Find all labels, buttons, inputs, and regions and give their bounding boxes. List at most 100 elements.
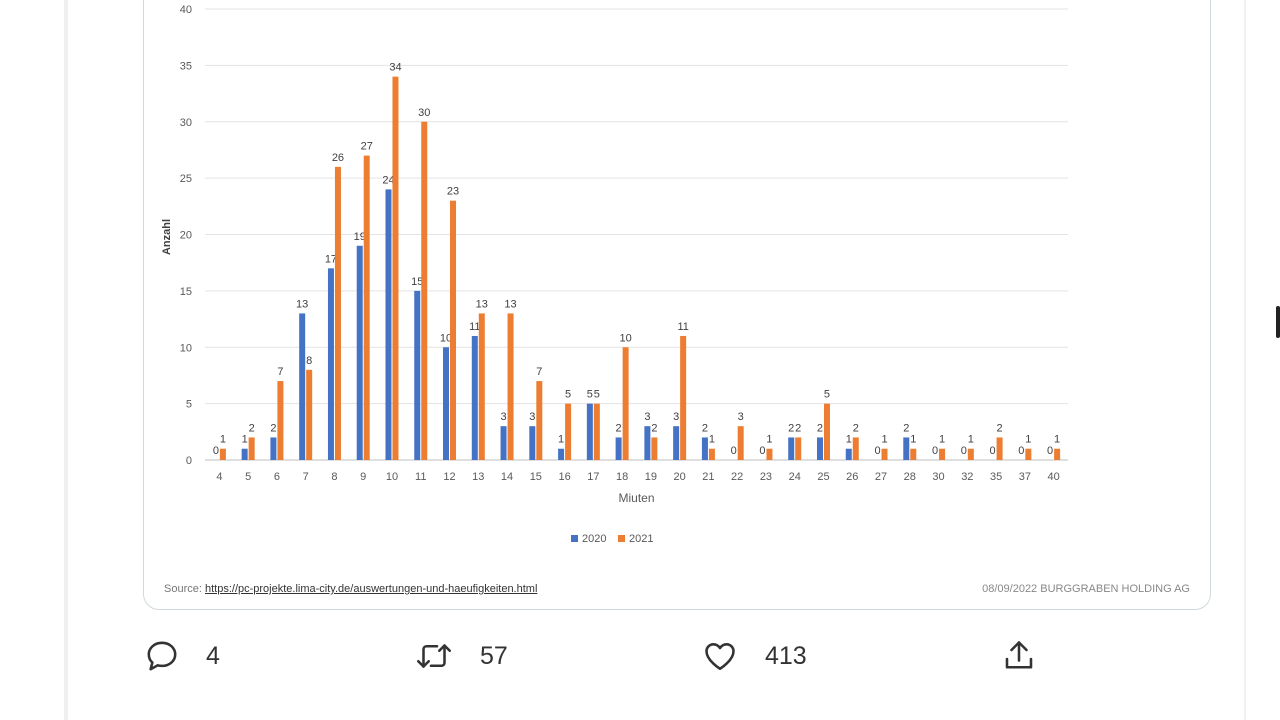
- y-tick-label: 20: [180, 230, 192, 242]
- x-tick-label: 13: [472, 471, 484, 483]
- data-label: 2: [817, 422, 823, 434]
- bar-2020: [701, 437, 708, 460]
- bar-2021: [967, 448, 974, 460]
- data-label: 2: [249, 422, 255, 434]
- x-tick-label: 22: [731, 471, 743, 483]
- bar-2021: [450, 200, 457, 461]
- data-label: 1: [220, 434, 226, 446]
- data-label: 2: [903, 422, 909, 434]
- bar-2020: [471, 335, 478, 460]
- x-tick-label: 21: [702, 471, 714, 483]
- legend-label: 2021: [629, 533, 653, 545]
- bar-2020: [270, 437, 277, 460]
- bar-2020: [500, 426, 507, 460]
- x-tick-label: 11: [415, 471, 426, 483]
- like-button[interactable]: 413: [701, 638, 807, 674]
- x-tick-label: 17: [587, 471, 599, 483]
- data-label: 1: [881, 434, 887, 446]
- data-label: 23: [447, 186, 459, 198]
- bar-2020: [385, 189, 392, 460]
- bar-2021: [1025, 448, 1032, 460]
- data-label: 1: [1025, 434, 1031, 446]
- y-tick-label: 35: [180, 60, 192, 72]
- x-axis-label: Miuten: [618, 491, 654, 505]
- heart-icon: [705, 643, 735, 671]
- data-label: 0: [1047, 445, 1053, 457]
- bar-2021: [392, 76, 399, 461]
- bar-2020: [788, 437, 795, 460]
- x-tick-label: 26: [846, 471, 858, 483]
- x-tick-label: 4: [216, 471, 222, 483]
- data-label: 30: [418, 107, 430, 119]
- x-tick-label: 27: [875, 471, 887, 483]
- y-tick-label: 5: [186, 399, 192, 411]
- data-label: 3: [673, 411, 679, 423]
- x-tick-label: 23: [760, 471, 772, 483]
- data-label: 19: [354, 231, 366, 243]
- x-tick-label: 7: [303, 471, 309, 483]
- x-tick-label: 20: [674, 471, 686, 483]
- retweet-button[interactable]: 57: [414, 638, 508, 674]
- timeline-border-right: [1244, 0, 1246, 720]
- bar-2020: [356, 245, 363, 460]
- x-tick-label: 35: [990, 471, 1002, 483]
- tweet-media-card[interactable]: 0 5 10 15 20 25 30 35 40 Anzahl 4 0 1 5 1 2 6 2 7 7 13 8 8 17 26…: [143, 0, 1211, 610]
- bar-2021: [421, 121, 428, 460]
- tweet-actions: 4 57 413: [0, 630, 1280, 690]
- bar-2021: [939, 448, 946, 460]
- x-tick-label: 18: [616, 471, 628, 483]
- scrollbar-thumb[interactable]: [1276, 306, 1280, 338]
- bar-2021: [852, 437, 859, 460]
- data-label: 1: [709, 434, 715, 446]
- bar-2020: [529, 426, 536, 460]
- source-link[interactable]: https://pc-projekte.lima-city.de/auswert…: [204, 583, 538, 595]
- data-label: 8: [306, 355, 312, 367]
- bar-2021: [306, 369, 313, 460]
- legend-swatch-2020: [571, 535, 578, 542]
- bar-2020: [845, 448, 852, 460]
- bar-2021: [536, 381, 543, 460]
- x-tick-label: 15: [530, 471, 542, 483]
- reply-button[interactable]: 4: [144, 638, 220, 674]
- y-tick-label: 0: [186, 455, 192, 467]
- data-label: 1: [1054, 434, 1060, 446]
- data-label: 2: [788, 422, 794, 434]
- x-tick-label: 24: [789, 471, 801, 483]
- bar-2020: [615, 437, 622, 460]
- y-axis-label: Anzahl: [161, 219, 173, 255]
- x-tick-label: 10: [386, 471, 398, 483]
- bar-2020: [327, 268, 334, 460]
- bar-2021: [363, 155, 370, 460]
- bar-2021: [737, 426, 744, 460]
- data-label: 13: [476, 298, 488, 310]
- data-label: 11: [677, 321, 688, 333]
- data-label: 1: [558, 434, 564, 446]
- data-label: 3: [738, 411, 744, 423]
- like-count: 413: [765, 641, 807, 670]
- share-button[interactable]: [1001, 638, 1037, 674]
- data-label: 0: [932, 445, 938, 457]
- data-label: 2: [795, 422, 801, 434]
- bar-2021: [996, 437, 1003, 460]
- share-icon: [1005, 641, 1033, 669]
- data-label: 1: [846, 434, 852, 446]
- data-label: 0: [731, 445, 737, 457]
- data-label: 1: [766, 434, 772, 446]
- data-label: 5: [587, 389, 593, 401]
- x-tick-label: 5: [245, 471, 251, 483]
- bar-2021: [248, 437, 255, 460]
- chart-stamp: 08/09/2022 BURGGRABEN HOLDING AG: [982, 583, 1190, 595]
- y-tick-label: 15: [180, 286, 192, 298]
- data-label: 0: [213, 445, 219, 457]
- legend-label: 2020: [582, 533, 606, 545]
- retweet-count: 57: [480, 641, 508, 670]
- timeline-border-left: [64, 0, 68, 720]
- bar-2020: [299, 313, 306, 460]
- y-tick-label: 30: [180, 117, 192, 129]
- bar-2021: [823, 403, 830, 460]
- bar-2020: [443, 347, 450, 460]
- bar-2021: [680, 335, 687, 460]
- data-label: 7: [277, 366, 283, 378]
- bar-2021: [910, 448, 917, 460]
- data-label: 3: [500, 411, 506, 423]
